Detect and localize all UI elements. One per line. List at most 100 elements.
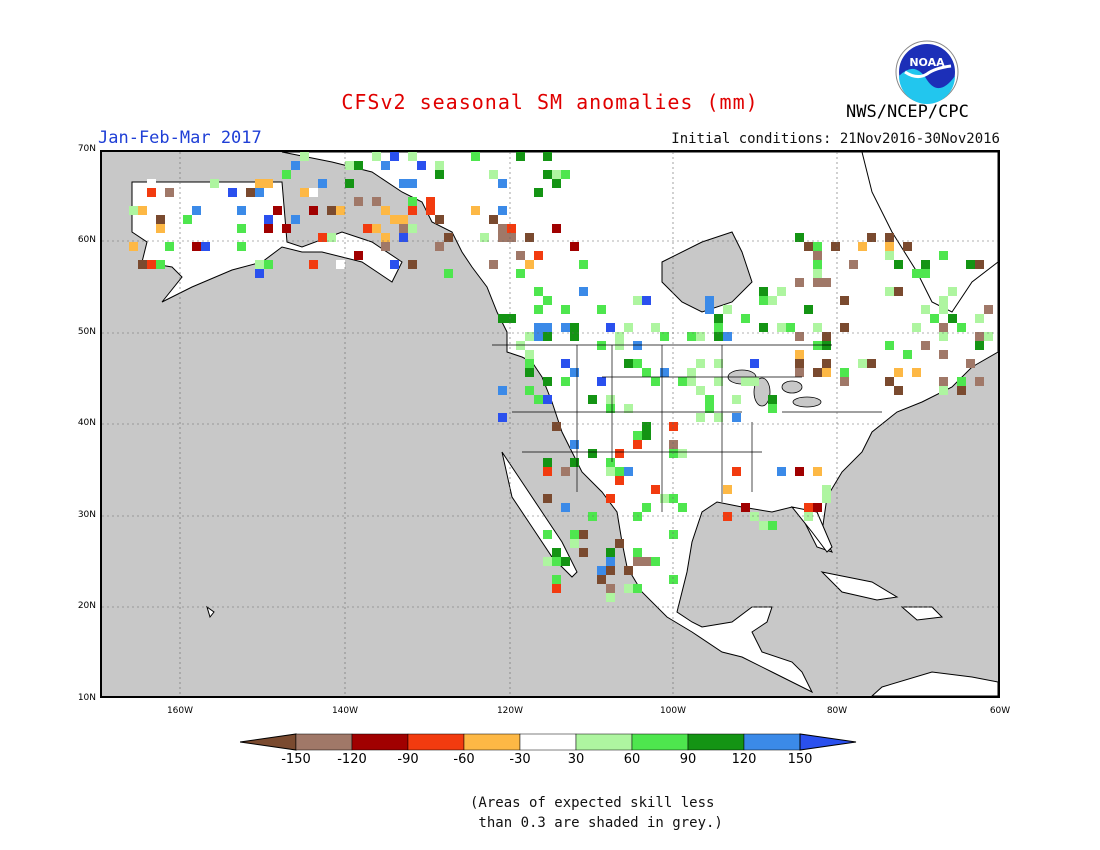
anomaly-cell <box>255 260 264 269</box>
anomaly-cell <box>597 575 606 584</box>
anomaly-cell <box>534 305 543 314</box>
anomaly-cell <box>597 566 606 575</box>
latitude-label: 10N <box>77 693 96 703</box>
anomaly-cell <box>588 512 597 521</box>
anomaly-cell <box>408 206 417 215</box>
anomaly-cell <box>714 323 723 332</box>
anomaly-cell <box>759 287 768 296</box>
anomaly-cell <box>822 494 831 503</box>
anomaly-cell <box>642 296 651 305</box>
anomaly-cell <box>543 530 552 539</box>
svg-text:NOAA: NOAA <box>909 56 945 69</box>
cuba-landmass <box>820 571 899 601</box>
anomaly-cell <box>354 251 363 260</box>
anomaly-cell <box>264 179 273 188</box>
anomaly-cell <box>552 557 561 566</box>
anomaly-cell <box>975 314 984 323</box>
anomaly-cell <box>543 458 552 467</box>
longitude-label: 120W <box>496 706 524 716</box>
anomaly-cell <box>768 521 777 530</box>
anomaly-cell <box>552 584 561 593</box>
anomaly-cell <box>606 458 615 467</box>
anomaly-cell <box>813 278 822 287</box>
anomaly-cell <box>804 503 813 512</box>
anomaly-cell <box>795 467 804 476</box>
anomaly-cell <box>588 395 597 404</box>
anomaly-cell <box>156 224 165 233</box>
anomaly-cell <box>525 332 534 341</box>
anomaly-cell <box>642 368 651 377</box>
anomaly-cell <box>795 332 804 341</box>
legend-swatch <box>575 733 633 751</box>
longitude-label: 80W <box>826 706 848 716</box>
anomaly-cell <box>336 260 345 269</box>
anomaly-cell <box>813 251 822 260</box>
anomaly-cell <box>165 242 174 251</box>
anomaly-cell <box>183 215 192 224</box>
anomaly-cell <box>615 476 624 485</box>
initial-conditions: Initial conditions: 21Nov2016-30Nov2016 <box>671 131 1000 147</box>
anomaly-cell <box>570 458 579 467</box>
anomaly-cell <box>282 170 291 179</box>
anomaly-cell <box>498 179 507 188</box>
anomaly-cell <box>525 386 534 395</box>
anomaly-cell <box>822 341 831 350</box>
legend-label: -60 <box>453 752 475 767</box>
anomaly-cell <box>642 422 651 431</box>
anomaly-cell <box>381 242 390 251</box>
anomaly-cell <box>633 512 642 521</box>
latitude-label: 20N <box>77 601 96 611</box>
anomaly-cell <box>705 305 714 314</box>
anomaly-cell <box>390 215 399 224</box>
anomaly-cell <box>678 377 687 386</box>
anomaly-cell <box>624 323 633 332</box>
anomaly-cell <box>444 233 453 242</box>
anomaly-cell <box>723 305 732 314</box>
anomaly-cell <box>345 179 354 188</box>
latitude-label: 70N <box>77 144 96 154</box>
anomaly-cell <box>750 377 759 386</box>
anomaly-cell <box>138 260 147 269</box>
anomaly-cell <box>939 296 948 305</box>
longitude-label: 100W <box>659 706 687 716</box>
anomaly-cell <box>624 404 633 413</box>
anomaly-cell <box>624 566 633 575</box>
anomaly-cell <box>399 179 408 188</box>
anomaly-cell <box>552 170 561 179</box>
anomaly-cell <box>957 323 966 332</box>
anomaly-cell <box>561 323 570 332</box>
skill-note: (Areas of expected skill less than 0.3 a… <box>470 795 723 831</box>
anomaly-cell <box>129 206 138 215</box>
anomaly-cell <box>633 440 642 449</box>
anomaly-cell <box>498 386 507 395</box>
graticule <box>102 152 998 696</box>
anomaly-cell <box>606 566 615 575</box>
anomaly-cell <box>561 557 570 566</box>
anomaly-cell <box>138 206 147 215</box>
anomaly-cell <box>147 179 156 188</box>
anomaly-cell <box>966 359 975 368</box>
anomaly-cell <box>804 305 813 314</box>
anomaly-cell <box>660 494 669 503</box>
anomaly-cell <box>921 269 930 278</box>
anomaly-cell <box>741 503 750 512</box>
anomaly-cell <box>498 233 507 242</box>
anomaly-cell <box>552 548 561 557</box>
anomaly-cell <box>723 332 732 341</box>
anomaly-cell <box>615 332 624 341</box>
anomaly-cell <box>885 251 894 260</box>
anomaly-cell <box>381 161 390 170</box>
anomaly-cell <box>633 341 642 350</box>
anomaly-cell <box>408 224 417 233</box>
anomaly-cell <box>975 377 984 386</box>
anomaly-cell <box>534 395 543 404</box>
legend-swatch <box>743 733 801 751</box>
anomaly-cell <box>570 332 579 341</box>
anomaly-cell <box>147 260 156 269</box>
anomaly-cell <box>624 584 633 593</box>
legend-swatch <box>407 733 465 751</box>
legend-swatch <box>631 733 689 751</box>
anomaly-cell <box>570 530 579 539</box>
anomaly-cell <box>651 377 660 386</box>
anomaly-cell <box>354 161 363 170</box>
